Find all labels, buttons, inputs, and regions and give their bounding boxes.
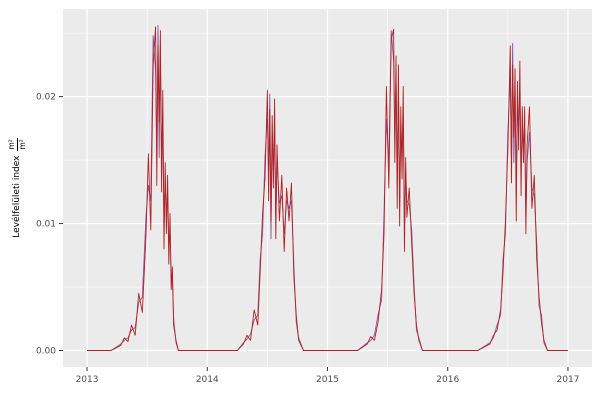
x-tick-label: 2016 bbox=[436, 375, 459, 385]
y-tick-label: 0.00 bbox=[36, 346, 56, 356]
y-axis-label: Levélfelületi index m² m² bbox=[7, 103, 27, 273]
x-tick-label: 2013 bbox=[76, 375, 99, 385]
y-axis-label-text: Levélfelületi index bbox=[12, 155, 22, 238]
units-numerator: m² bbox=[7, 138, 18, 151]
y-tick-label: 0.01 bbox=[36, 220, 56, 230]
x-tick-label: 2014 bbox=[196, 375, 219, 385]
x-tick-label: 2017 bbox=[557, 375, 580, 385]
x-tick-label: 2015 bbox=[316, 375, 339, 385]
y-axis-units-fraction: m² m² bbox=[7, 138, 27, 151]
y-tick-label: 0.02 bbox=[36, 93, 56, 103]
series-red-line bbox=[87, 26, 568, 351]
units-denominator: m² bbox=[17, 139, 27, 150]
